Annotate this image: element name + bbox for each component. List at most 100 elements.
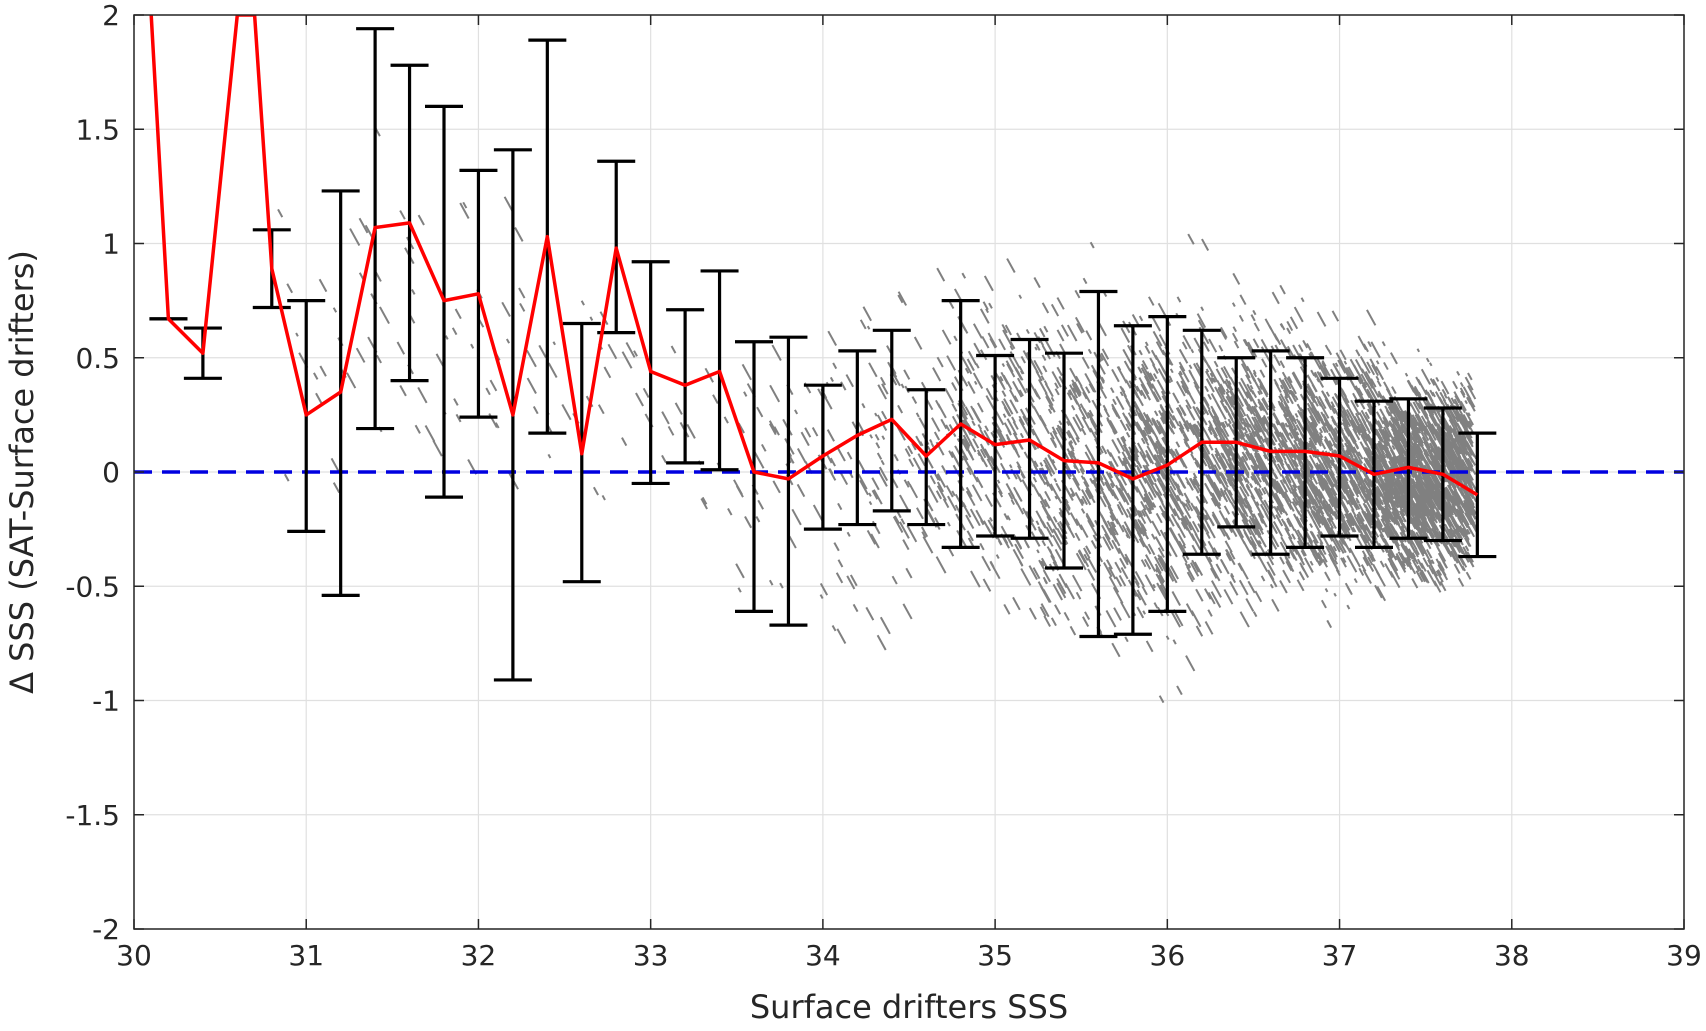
y-tick-label: -1.5 xyxy=(65,799,120,832)
scatter-point xyxy=(1204,458,1211,467)
scatter-point xyxy=(1190,453,1196,461)
scatter-point xyxy=(1271,459,1283,477)
scatter-point xyxy=(1241,519,1247,526)
scatter-point xyxy=(1252,371,1258,378)
scatter-point xyxy=(1400,424,1404,429)
scatter-point xyxy=(485,387,491,396)
scatter-point xyxy=(1395,552,1407,570)
scatter-point xyxy=(1386,492,1393,503)
scatter-point xyxy=(1281,422,1286,428)
scatter-point xyxy=(1392,442,1402,457)
scatter-point xyxy=(1068,442,1075,452)
scatter-point xyxy=(1325,461,1336,477)
scatter-point xyxy=(1136,606,1145,619)
scatter-point xyxy=(970,570,981,588)
scatter-point xyxy=(1154,536,1165,552)
scatter-point xyxy=(1082,476,1090,488)
scatter-point xyxy=(1383,486,1388,491)
scatter-point xyxy=(1117,455,1125,467)
scatter-point xyxy=(1140,389,1147,400)
scatter-point xyxy=(1440,380,1450,395)
scatter-point xyxy=(837,559,844,568)
scatter-point xyxy=(948,450,954,459)
scatter-point xyxy=(1190,533,1202,551)
x-tick-label: 34 xyxy=(805,939,841,972)
scatter-point xyxy=(1146,445,1156,461)
scatter-point xyxy=(1205,531,1211,540)
scatter-point xyxy=(1418,421,1427,435)
scatter-point xyxy=(1211,511,1221,526)
scatter-point xyxy=(1320,411,1329,425)
scatter-point xyxy=(1052,534,1063,552)
scatter-point xyxy=(1055,427,1065,441)
scatter-point xyxy=(1460,511,1470,526)
scatter-point xyxy=(1313,498,1319,506)
scatter-point xyxy=(1319,531,1331,549)
scatter-point xyxy=(1387,553,1399,572)
scatter-point xyxy=(1330,509,1338,520)
scatter-point xyxy=(1388,549,1395,558)
scatter-point xyxy=(1346,586,1352,594)
scatter-point xyxy=(1217,387,1229,406)
scatter-point xyxy=(1185,655,1196,672)
scatter-point xyxy=(1243,338,1255,357)
scatter-point xyxy=(1447,511,1458,529)
scatter-point xyxy=(1179,365,1190,383)
scatter-point xyxy=(1384,563,1394,578)
scatter-point xyxy=(998,338,1006,351)
scatter-point xyxy=(1340,557,1347,568)
scatter-point xyxy=(1459,382,1464,388)
scatter-point xyxy=(1109,482,1115,489)
scatter-point xyxy=(1275,496,1287,514)
scatter-point xyxy=(1087,557,1098,573)
scatter-point xyxy=(1144,345,1151,354)
scatter-point xyxy=(364,224,374,239)
scatter-point xyxy=(1105,610,1117,628)
scatter-point xyxy=(1048,404,1053,411)
scatter-point xyxy=(1254,451,1261,461)
scatter-point xyxy=(1269,583,1274,589)
scatter-point xyxy=(1382,431,1388,439)
scatter-point xyxy=(907,445,914,455)
scatter-point xyxy=(1049,483,1061,501)
scatter-point xyxy=(1392,489,1399,499)
scatter-point xyxy=(1132,443,1140,453)
scatter-point xyxy=(1428,517,1438,531)
scatter-point xyxy=(1187,233,1195,245)
scatter-point xyxy=(1246,501,1253,510)
scatter-point xyxy=(1125,399,1133,410)
scatter-point xyxy=(871,477,880,491)
scatter-point xyxy=(332,307,338,313)
scatter-point xyxy=(981,555,992,572)
scatter-point xyxy=(804,427,812,438)
scatter-point xyxy=(1118,487,1130,506)
scatter-point xyxy=(1249,483,1254,489)
scatter-point xyxy=(1466,466,1472,472)
scatter-point xyxy=(1014,543,1025,560)
scatter-point xyxy=(1111,539,1121,555)
scatter-point xyxy=(972,372,984,389)
scatter-point xyxy=(1124,636,1129,643)
scatter-point xyxy=(1007,354,1018,371)
scatter-point xyxy=(1436,494,1442,503)
scatter-point xyxy=(1135,486,1146,503)
scatter-point xyxy=(1365,451,1372,462)
scatter-point xyxy=(1167,540,1178,558)
scatter-point xyxy=(1413,385,1422,398)
scatter-point xyxy=(1190,610,1202,628)
scatter-point xyxy=(996,479,1001,484)
scatter-point xyxy=(874,412,878,417)
scatter-point xyxy=(1232,272,1241,285)
scatter-point xyxy=(1040,560,1045,567)
scatter-point xyxy=(1209,372,1214,378)
scatter-point xyxy=(971,407,982,424)
scatter-point xyxy=(1404,372,1409,377)
scatter-point xyxy=(1151,502,1157,508)
scatter-point xyxy=(330,457,341,473)
scatter-point xyxy=(960,500,972,518)
scatter-point xyxy=(1043,498,1051,509)
scatter-point xyxy=(1169,427,1176,435)
scatter-point xyxy=(1343,399,1354,416)
scatter-point xyxy=(1028,607,1037,620)
